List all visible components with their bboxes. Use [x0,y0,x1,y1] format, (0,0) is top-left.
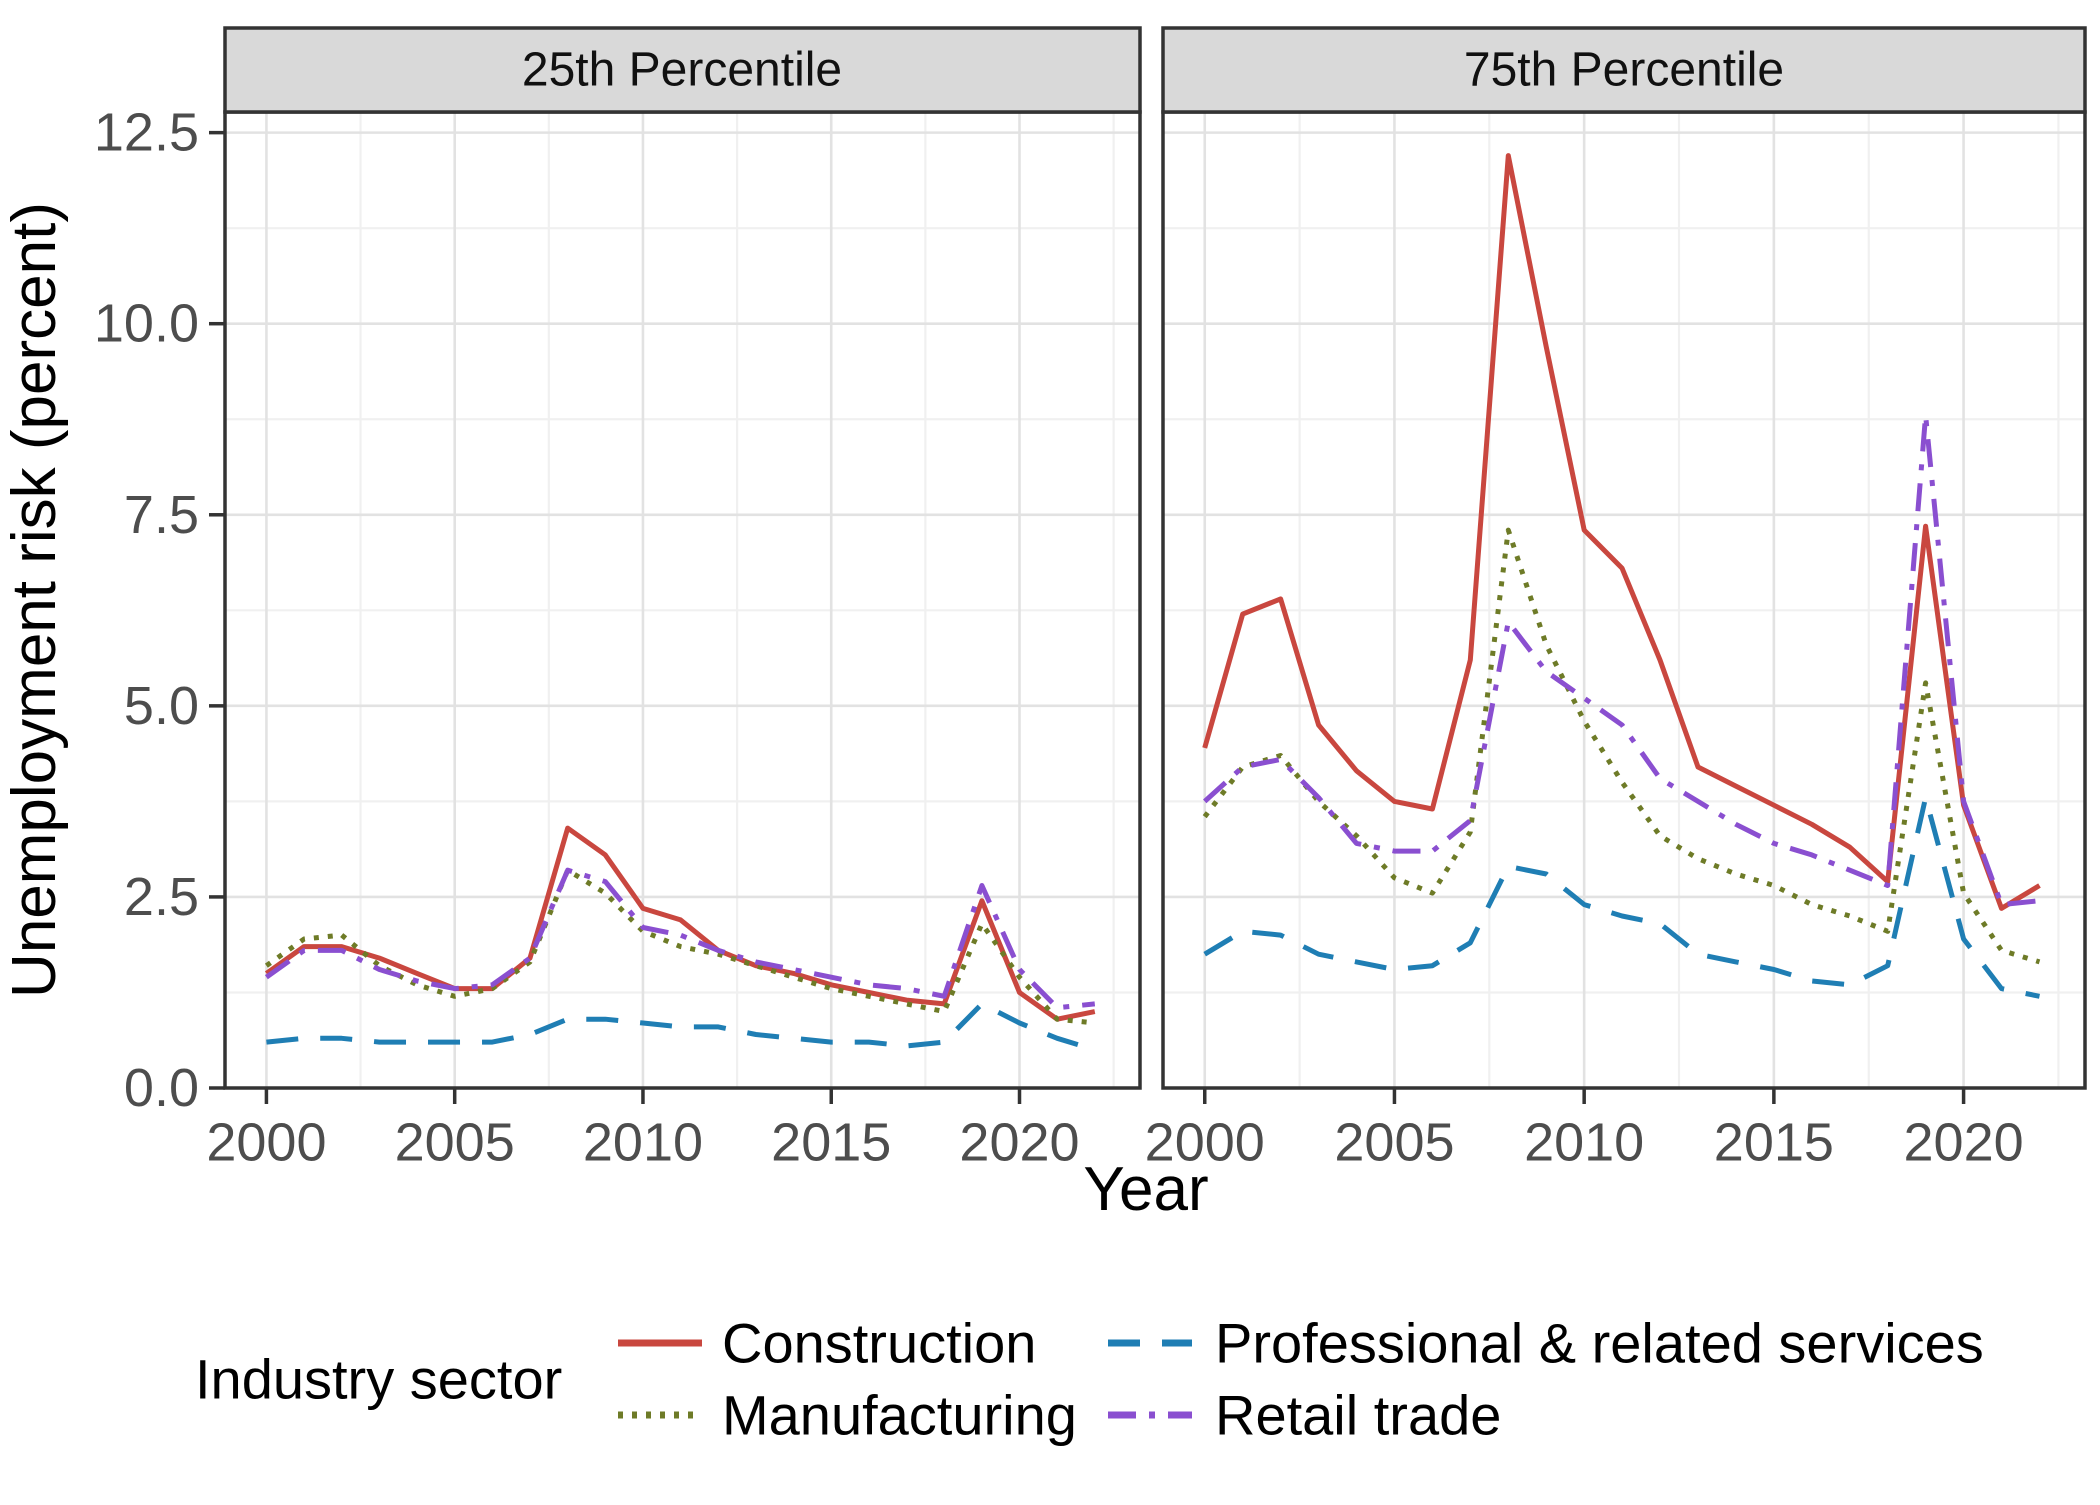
line-manufacturing [1202,527,2041,965]
panel-1: 2000 2005 2010 2015 2020 [1145,110,2087,1172]
legend-label-professional-services: Professional & related services [1215,1312,1984,1375]
x-axis-title: Year [1083,1155,1208,1224]
x-tick-label: 2015 [771,1112,891,1172]
facet-strip-left: 25th Percentile [223,26,1142,114]
plot-panels: 2000 2005 2010 2015 2020 0.0 2.5 5.0 7.5 10.0 12.5… [94,103,2087,1172]
line-manufacturing [264,867,1096,1026]
panel-background [1163,112,2085,1088]
facet-strip-right-background [1161,26,2087,114]
x-tick-label: 2005 [395,1112,515,1172]
y-tick-label: 7.5 [124,485,199,545]
x-tick-label: 2000 [206,1112,326,1172]
x-tick-label: 2000 [1145,1112,1265,1172]
line-retail-trade [1203,412,2040,908]
y-axis-title: Unemployment risk (percent) [0,202,69,998]
y-tick-label: 0.0 [124,1058,199,1118]
y-tick-label: 12.5 [94,103,199,163]
line-construction [264,825,1096,1022]
x-tick-label: 2005 [1334,1112,1454,1172]
legend-label-manufacturing: Manufacturing [722,1384,1077,1447]
facet-strip-left-label: 25th Percentile [522,44,842,97]
line-professional-related-services [1203,795,2040,999]
x-tick-label: 2015 [1714,1112,1834,1172]
legend-label-retail-trade: Retail trade [1215,1384,1501,1447]
facet-strip-left-background [223,26,1142,114]
legend: Industry sector Construction Manufacturi… [195,1312,1984,1447]
x-tick-label: 2020 [1904,1112,2024,1172]
line-construction [1202,153,2041,911]
legend-label-construction: Construction [722,1312,1036,1375]
legend-title: Industry sector [195,1348,562,1411]
panel-background [225,112,1140,1088]
y-tick-label: 2.5 [124,867,199,927]
panel-0: 2000 2005 2010 2015 2020 0.0 2.5 5.0 7.5 10.0 12.5 [94,103,1142,1172]
x-tick-label: 2010 [1524,1112,1644,1172]
facet-strip-right: 75th Percentile [1161,26,2087,114]
y-tick-label: 10.0 [94,294,199,354]
x-tick-label: 2020 [959,1112,1079,1172]
line-professional-related-services [266,1001,1096,1053]
facet-strip-right-label: 75th Percentile [1464,44,1784,97]
x-tick-label: 2010 [583,1112,703,1172]
y-tick-label: 5.0 [124,676,199,736]
